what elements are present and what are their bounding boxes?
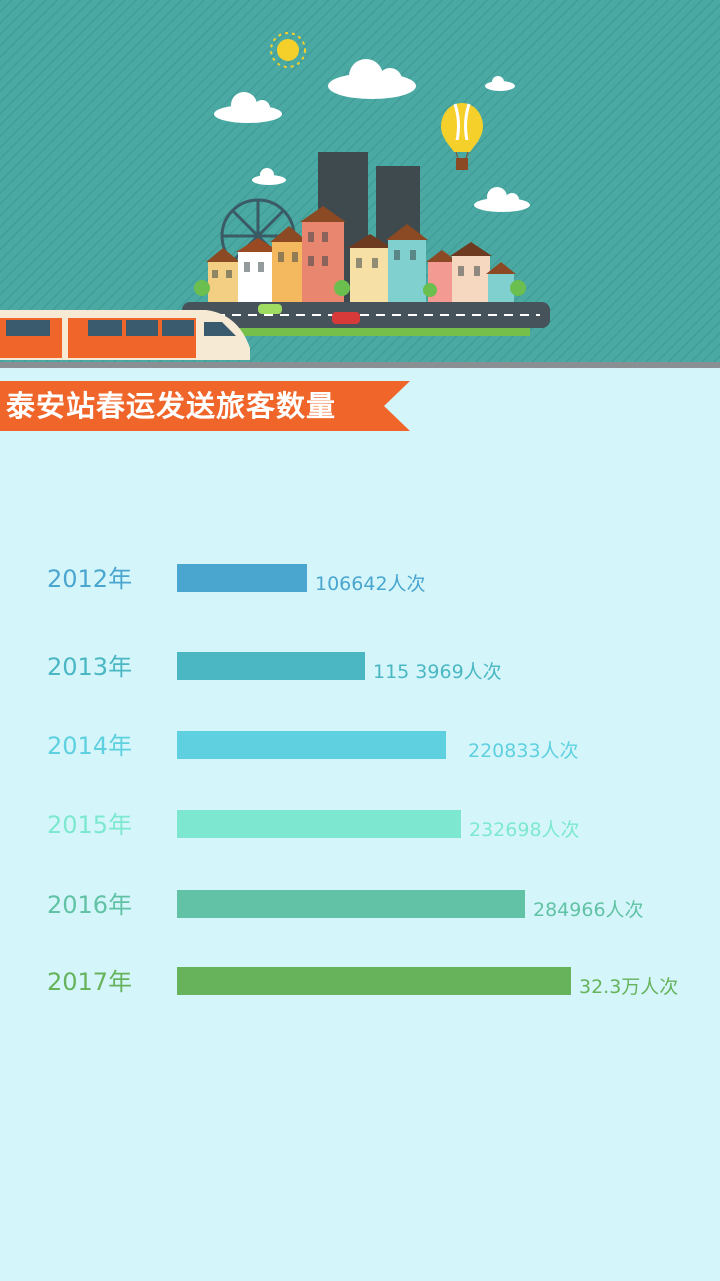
category-label: 2015年 — [47, 811, 132, 839]
cloud-icon — [328, 59, 416, 99]
bar-chart: 2012年 106642人次 2013年 115 3969人次 2014年 220833人… — [47, 564, 678, 998]
category-label: 2017年 — [47, 968, 132, 996]
cloud-icon — [214, 92, 282, 123]
train-icon — [0, 310, 250, 360]
title-banner: 泰安站春运发送旅客数量 — [0, 381, 410, 431]
cloud-icon — [485, 76, 515, 91]
bar — [177, 564, 307, 592]
value-label: 220833人次 — [468, 740, 579, 762]
bar — [177, 810, 461, 838]
sun-icon — [270, 32, 306, 68]
tree-icon — [194, 280, 526, 297]
banner-ribbon — [0, 381, 410, 431]
car-icon — [258, 304, 282, 314]
cloud-icon — [474, 187, 530, 212]
hot-air-balloon-icon — [441, 103, 483, 170]
value-label: 232698人次 — [469, 819, 580, 841]
bar — [177, 967, 571, 995]
category-label: 2014年 — [47, 732, 132, 760]
value-label: 106642人次 — [315, 573, 426, 595]
cloud-icon — [252, 168, 286, 185]
bar — [177, 890, 525, 918]
divider-line — [0, 362, 720, 368]
car-icon — [332, 312, 360, 324]
page-title: 泰安站春运发送旅客数量 — [6, 389, 337, 423]
category-label: 2016年 — [47, 891, 132, 919]
category-label: 2013年 — [47, 653, 132, 681]
bar — [177, 652, 365, 680]
bar — [177, 731, 446, 759]
category-label: 2012年 — [47, 565, 132, 593]
value-label: 284966人次 — [533, 899, 644, 921]
value-label: 115 3969人次 — [373, 661, 502, 683]
value-label: 32.3万人次 — [579, 976, 678, 998]
city-train-illustration — [0, 0, 720, 368]
